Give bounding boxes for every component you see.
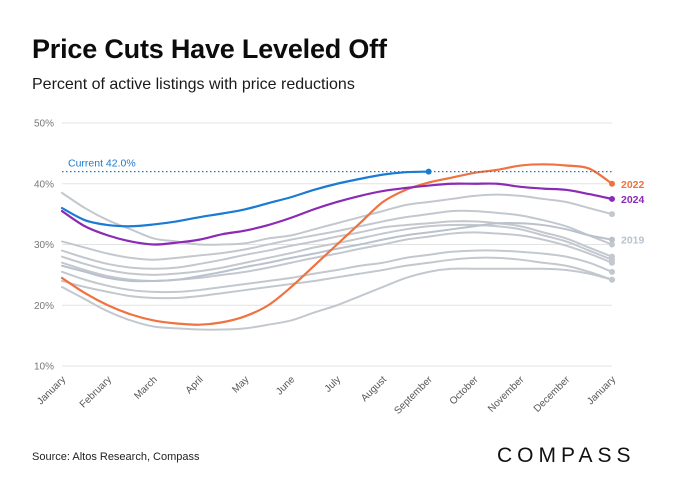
x-tick-label: September <box>392 374 435 417</box>
series-line-history-2 <box>61 220 613 270</box>
series-end-label: 2024 <box>621 194 645 206</box>
series-end-marker-history-1 <box>609 241 615 248</box>
y-tick-label: 30% <box>34 240 54 251</box>
series-end-marker-2022 <box>609 180 615 187</box>
series-end-marker-2019 <box>609 236 615 243</box>
x-tick-label: June <box>274 374 297 397</box>
series-end-marker-history-11 <box>425 168 432 175</box>
series-end-label: 2019 <box>621 235 645 247</box>
series-end-marker-history-0 <box>609 211 615 218</box>
y-tick-label: 20% <box>34 301 54 312</box>
x-tick-label: January <box>35 374 68 407</box>
series-layer <box>60 163 615 331</box>
reference-layer: Current 42.0% <box>62 158 612 173</box>
x-tick-label: August <box>359 374 389 404</box>
series-line-history-5 <box>61 249 613 294</box>
x-tick-label: March <box>132 374 159 401</box>
series-line-2024 <box>60 182 614 246</box>
chart-subtitle: Percent of active listings with price re… <box>32 76 355 93</box>
series-end-marker-2024 <box>609 195 615 202</box>
y-tick-label: 50% <box>34 119 54 130</box>
series-line-history-4 <box>61 231 613 282</box>
series-line-history-0 <box>61 191 613 246</box>
source-note: Source: Altos Research, Compass <box>32 451 200 463</box>
x-tick-label: May <box>230 374 251 395</box>
x-tick-label: January <box>585 374 618 407</box>
x-tick-label: July <box>323 374 343 394</box>
series-end-marker-history-5 <box>609 268 615 275</box>
x-tick-label: October <box>448 374 481 407</box>
series-line-history-7 <box>61 267 613 331</box>
series-line-history-1 <box>61 209 613 261</box>
brand-logo: COMPASS <box>497 444 636 467</box>
series-line-2022 <box>60 163 614 326</box>
line-chart: 10% 20% 30% 40% 50% January February March April… <box>34 119 645 417</box>
x-tick-label: February <box>78 374 114 410</box>
chart-title: Price Cuts Have Leveled Off <box>32 34 387 64</box>
y-tick-label: 40% <box>34 179 54 190</box>
series-line-2019 <box>61 221 613 283</box>
x-tick-label: December <box>532 374 573 415</box>
series-line-history-3 <box>61 223 613 276</box>
y-tick-label: 10% <box>34 362 54 373</box>
series-line-history-6 <box>61 256 613 300</box>
series-end-marker-history-4 <box>609 259 615 266</box>
label-layer: 2022 2024 2019 <box>621 179 645 247</box>
series-end-label: 2022 <box>621 179 645 191</box>
series-line-history-11 <box>60 170 430 228</box>
x-tick-label: November <box>486 374 527 415</box>
series-end-marker-history-7 <box>609 276 615 283</box>
current-reference-label: Current 42.0% <box>68 158 136 170</box>
x-tick-label: April <box>184 374 206 396</box>
